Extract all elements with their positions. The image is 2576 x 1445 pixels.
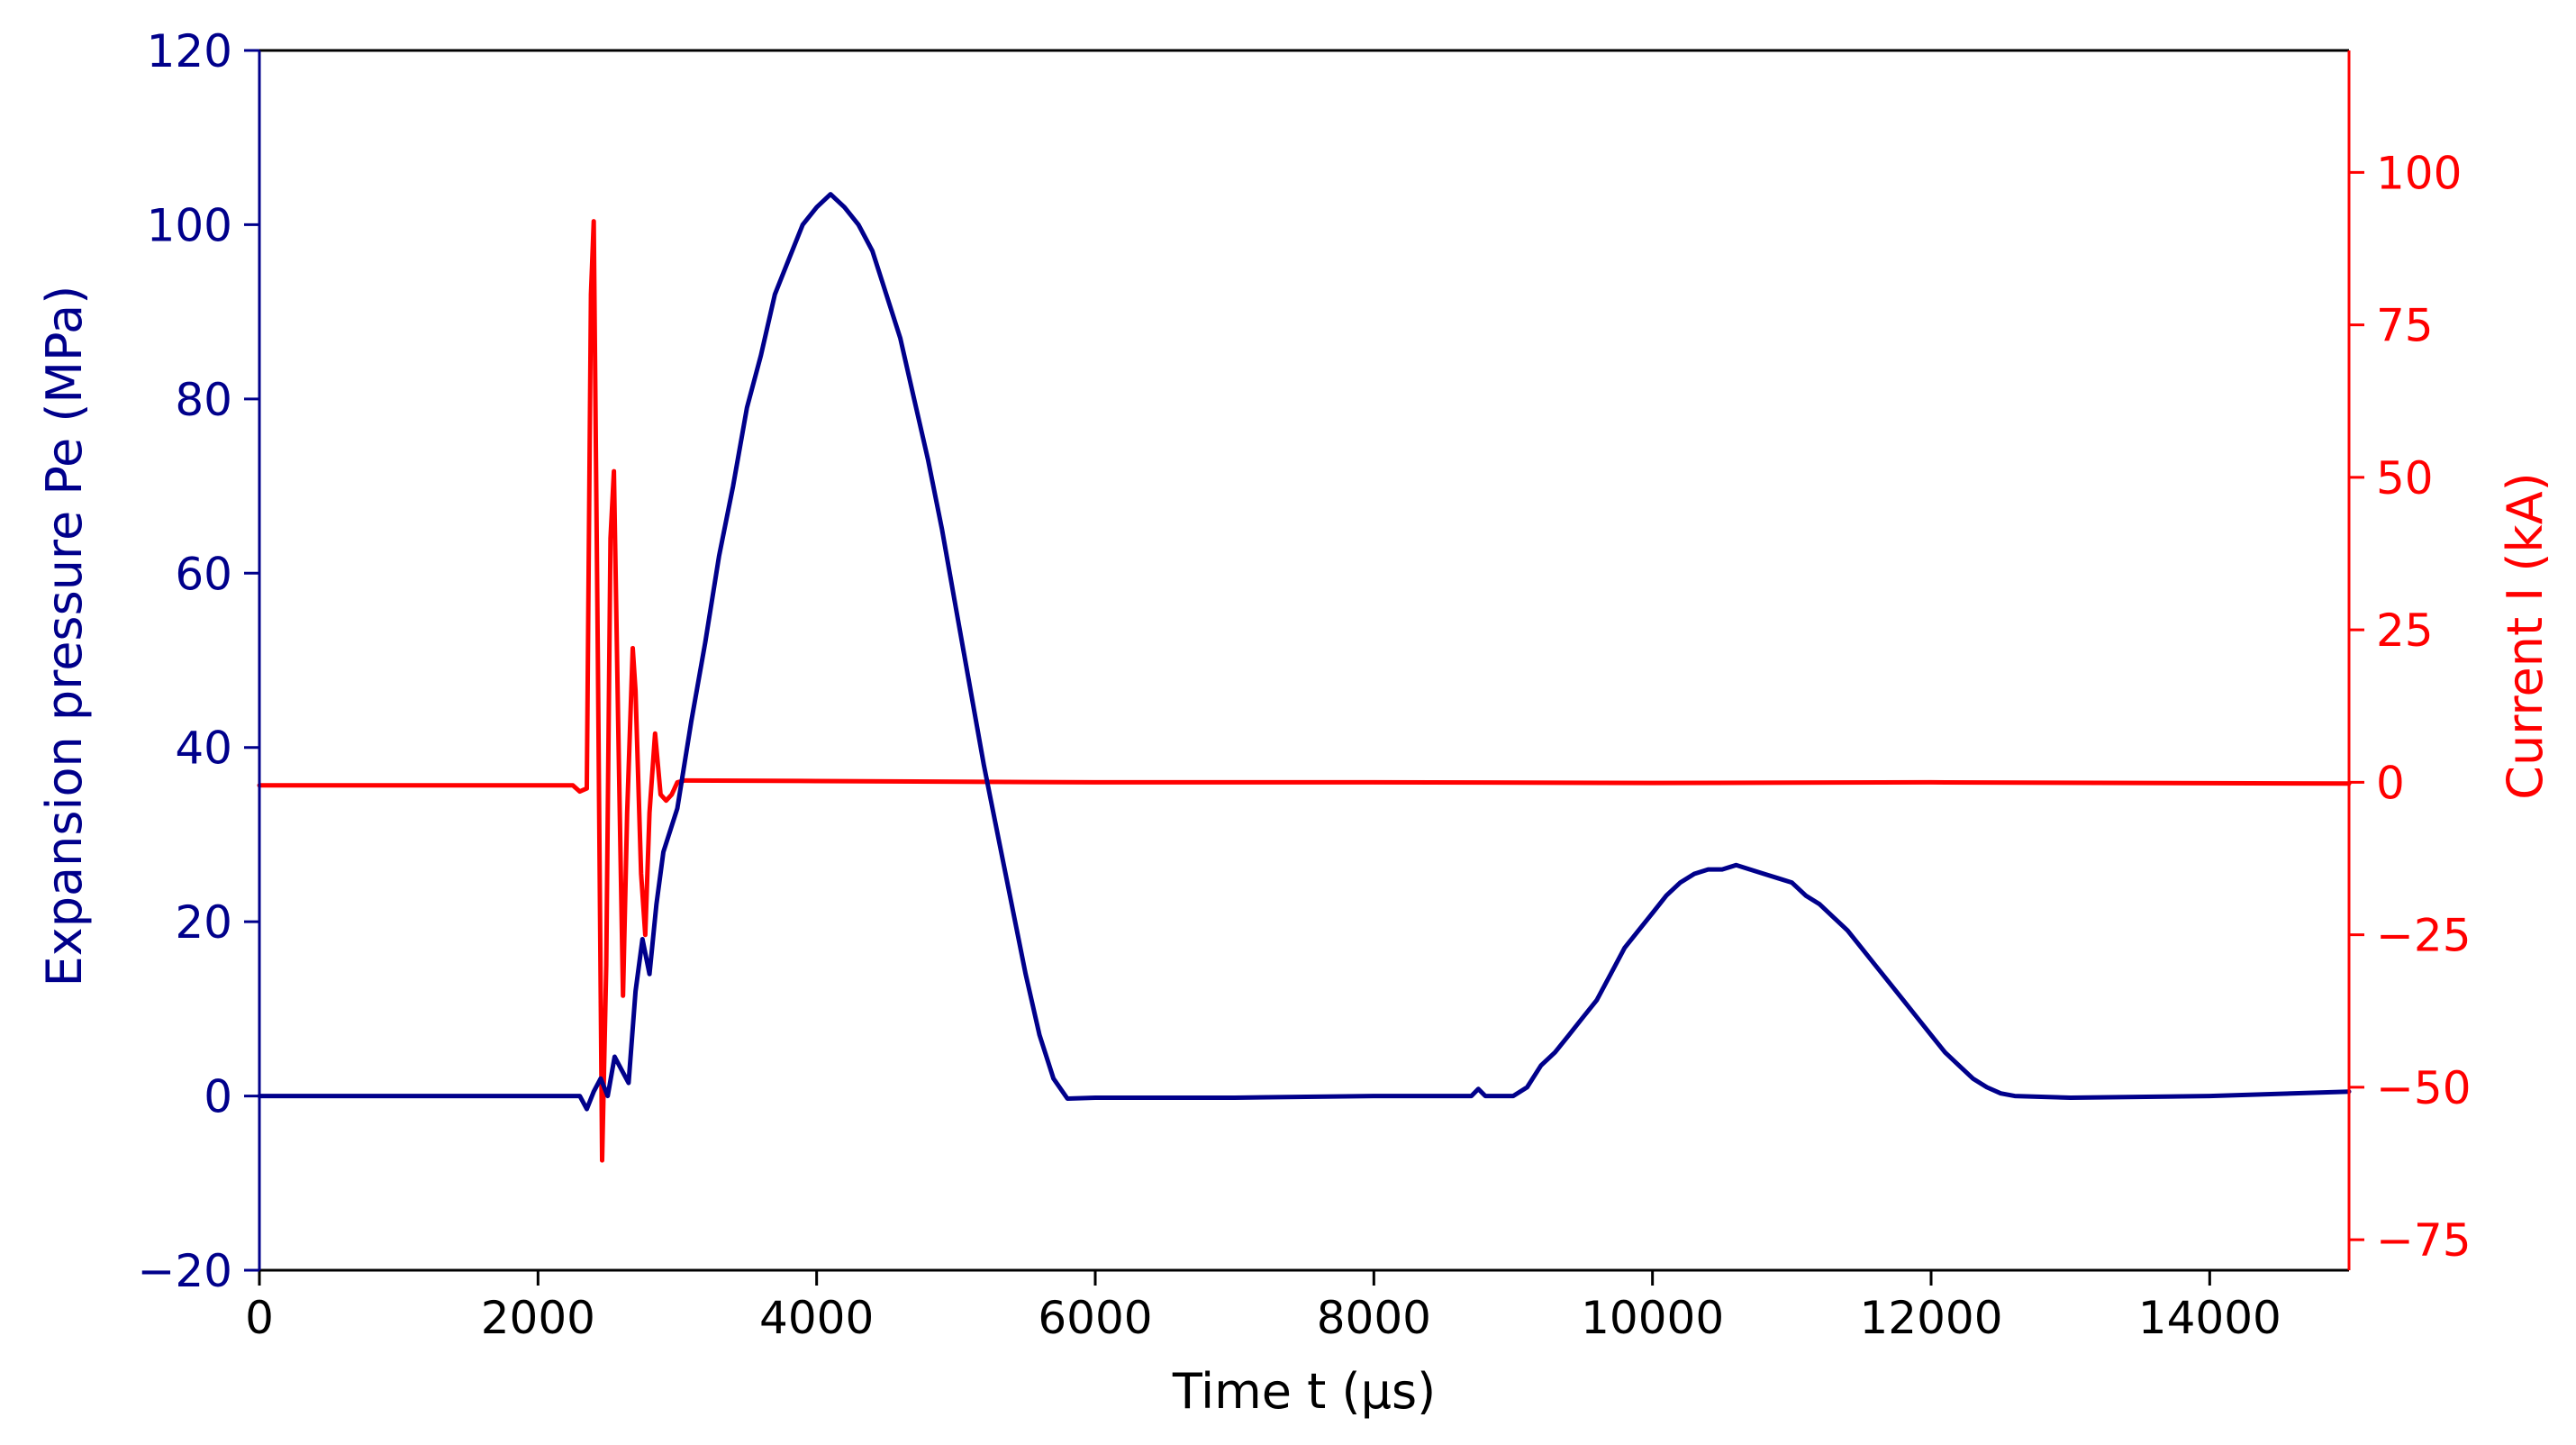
left-y-tick-label: 20 [175,896,232,949]
x-tick-label: 6000 [1038,1292,1152,1344]
x-tick-label: 12000 [1859,1292,2002,1344]
right-y-tick-label: 75 [2376,300,2434,352]
left-y-tick-label: 40 [175,722,232,775]
left-y-tick-label: 80 [175,374,232,426]
x-tick-label: 14000 [2138,1292,2281,1344]
left-y-tick-label: 100 [147,199,232,251]
right-y-axis-ticks: −75 −50 −25 0 25 50 75 100 [2349,147,2472,1267]
left-y-tick-label: 60 [175,548,232,600]
x-tick-label: 8000 [1317,1292,1431,1344]
right-y-tick-label: −75 [2376,1214,2472,1267]
right-y-axis-title: Current I (kA) [2497,472,2553,799]
pressure-series-line [257,192,2352,1112]
left-y-tick-label: 0 [204,1071,232,1123]
axes-frame [258,49,2351,1272]
x-axis-title: Time t (µs) [1172,1363,1436,1420]
right-y-tick-label: 0 [2376,757,2405,809]
right-y-tick-label: 25 [2376,604,2434,657]
right-y-tick-label: −50 [2376,1062,2472,1114]
left-y-axis-title: Expansion pressure Pe (MPa) [36,286,93,987]
right-y-tick-label: 100 [2376,147,2462,199]
left-y-axis-ticks: −20 0 20 40 60 80 100 120 [137,25,259,1297]
x-tick-label: 0 [245,1292,274,1344]
left-y-tick-label: 120 [147,25,232,77]
x-tick-label: 4000 [759,1292,874,1344]
plot-area [257,192,2352,1163]
current-series-line [257,219,2352,1163]
right-y-tick-label: 50 [2376,452,2434,504]
x-tick-label: 10000 [1581,1292,1724,1344]
left-y-tick-label: −20 [137,1245,232,1297]
x-tick-label: 2000 [481,1292,595,1344]
x-axis-ticks: 0 2000 4000 6000 8000 10000 12000 14000 [245,1270,2281,1344]
right-y-tick-label: −25 [2376,910,2472,962]
